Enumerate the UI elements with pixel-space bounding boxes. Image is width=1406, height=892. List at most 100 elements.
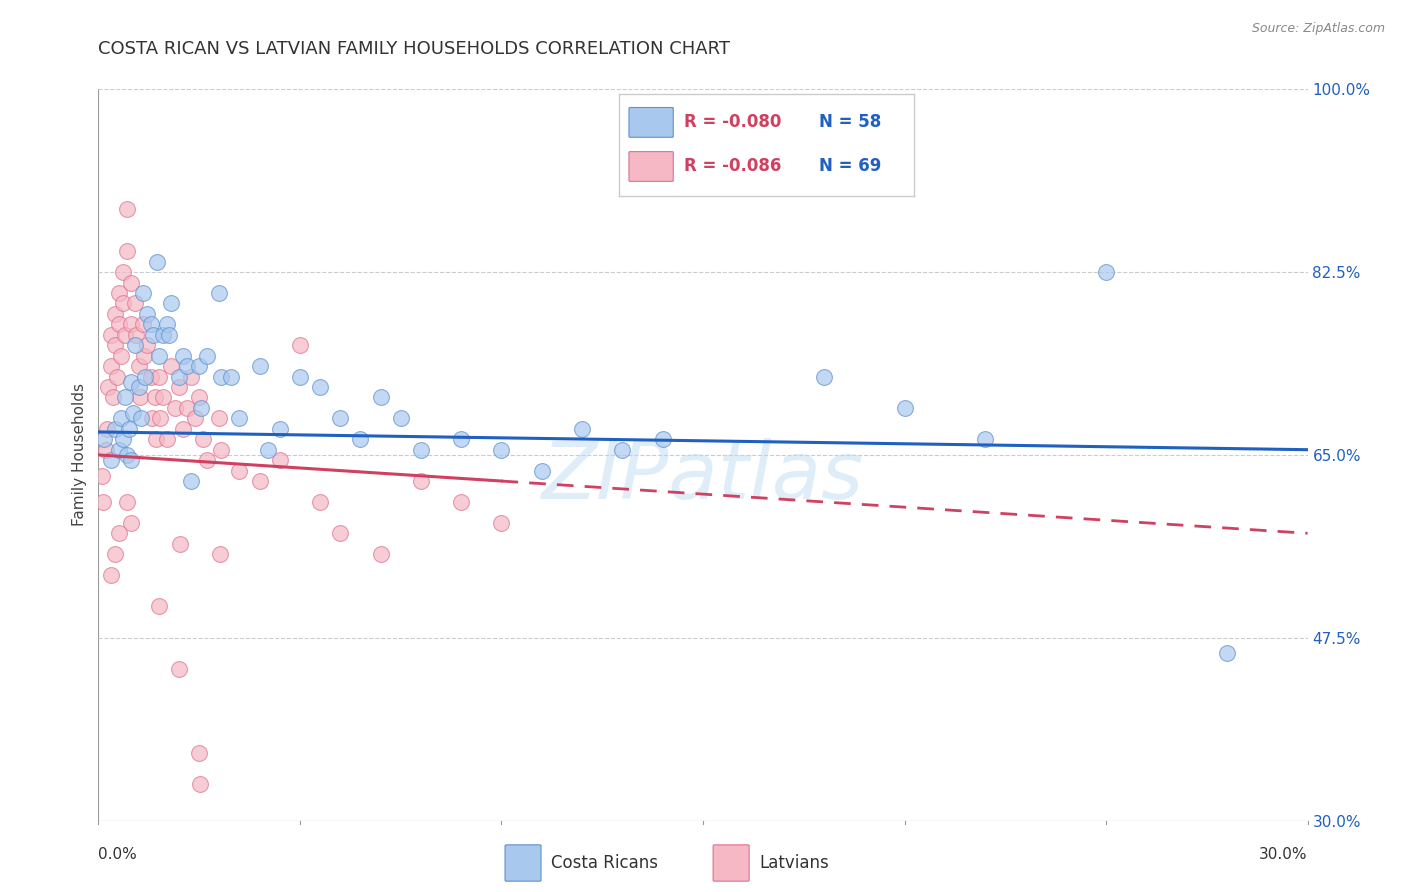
Point (156, 432, 179, 446)
Point (107, 285, 129, 300)
Point (100, 327, 122, 342)
Point (139, 369, 162, 384)
Point (167, 662, 190, 676)
Point (221, 369, 243, 384)
Point (101, 391, 124, 405)
Point (180, 474, 202, 488)
Text: 0.0%: 0.0% (98, 847, 138, 862)
Point (209, 369, 232, 384)
Point (370, 547, 392, 561)
Point (167, 380, 190, 394)
FancyBboxPatch shape (713, 845, 749, 881)
Point (139, 318, 162, 332)
Point (110, 411, 132, 425)
Point (149, 411, 172, 425)
Point (195, 453, 218, 467)
Point (148, 599, 170, 614)
Point (491, 442, 513, 457)
Point (209, 442, 232, 457)
Point (145, 432, 167, 446)
Point (409, 474, 432, 488)
Point (450, 432, 472, 446)
Point (103, 422, 125, 436)
Point (249, 474, 271, 488)
Point (100, 453, 122, 467)
Point (93, 432, 115, 446)
Point (121, 516, 143, 530)
Point (103, 307, 125, 321)
Text: Costa Ricans: Costa Ricans (551, 854, 658, 872)
Point (208, 411, 231, 425)
Point (491, 516, 513, 530)
Point (188, 391, 211, 405)
Point (152, 391, 174, 405)
Point (190, 401, 212, 415)
Point (172, 349, 194, 363)
Point (115, 202, 138, 217)
Text: ZIPatlas: ZIPatlas (541, 438, 865, 516)
Text: N = 69: N = 69 (820, 158, 882, 176)
Point (111, 265, 134, 279)
FancyBboxPatch shape (628, 152, 673, 181)
Point (974, 432, 997, 446)
Point (141, 411, 163, 425)
Point (121, 406, 143, 420)
Text: 30.0%: 30.0% (1260, 847, 1308, 862)
Point (157, 327, 180, 342)
Point (128, 359, 150, 373)
Point (163, 401, 186, 415)
Point (571, 422, 593, 436)
Point (135, 338, 157, 352)
Point (893, 401, 915, 415)
Point (450, 495, 472, 509)
Point (329, 526, 352, 541)
Point (104, 338, 127, 352)
Point (1216, 647, 1239, 661)
Point (100, 568, 122, 582)
Point (256, 442, 278, 457)
Point (108, 526, 131, 541)
Point (120, 375, 142, 389)
Point (249, 359, 271, 373)
Point (389, 411, 412, 425)
Point (309, 495, 332, 509)
Point (651, 432, 673, 446)
Point (209, 547, 232, 561)
Point (117, 244, 139, 259)
Point (530, 464, 553, 478)
Point (91, 468, 114, 483)
Point (188, 359, 211, 373)
Point (349, 432, 371, 446)
Point (184, 411, 207, 425)
Point (180, 369, 202, 384)
Text: N = 58: N = 58 (820, 113, 882, 131)
Point (110, 349, 132, 363)
Point (169, 537, 191, 551)
Point (96, 442, 118, 457)
Point (134, 369, 156, 384)
Point (121, 453, 143, 467)
Point (114, 391, 136, 405)
Point (128, 391, 150, 405)
Point (97, 380, 120, 394)
Point (124, 327, 146, 342)
Text: COSTA RICAN VS LATVIAN FAMILY HOUSEHOLDS CORRELATION CHART: COSTA RICAN VS LATVIAN FAMILY HOUSEHOLDS… (98, 40, 731, 58)
Point (100, 359, 122, 373)
Point (120, 276, 142, 290)
FancyBboxPatch shape (628, 108, 673, 137)
Point (188, 746, 211, 760)
Point (167, 369, 190, 384)
Point (129, 411, 152, 425)
Point (195, 349, 218, 363)
Point (1095, 265, 1118, 279)
Point (112, 296, 135, 310)
Point (309, 380, 332, 394)
Point (148, 369, 170, 384)
Point (115, 448, 138, 462)
Point (146, 254, 169, 268)
Point (288, 338, 311, 352)
Point (135, 307, 157, 321)
Point (228, 464, 250, 478)
Point (132, 285, 155, 300)
Point (172, 422, 194, 436)
